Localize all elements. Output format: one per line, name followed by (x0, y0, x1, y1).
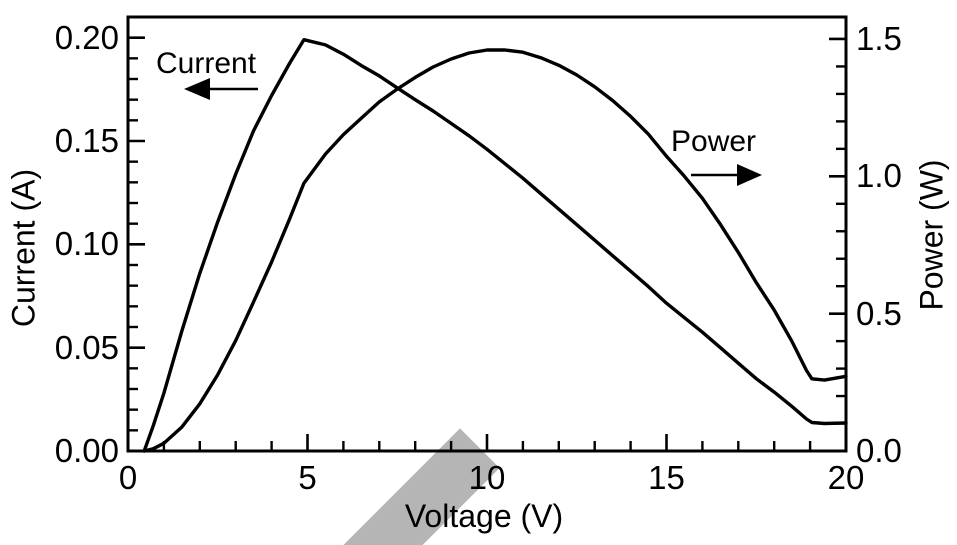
current-arrow-icon (184, 78, 210, 100)
power-arrow-icon (737, 164, 762, 186)
power-curve (142, 48, 848, 453)
current-curve (142, 38, 848, 453)
